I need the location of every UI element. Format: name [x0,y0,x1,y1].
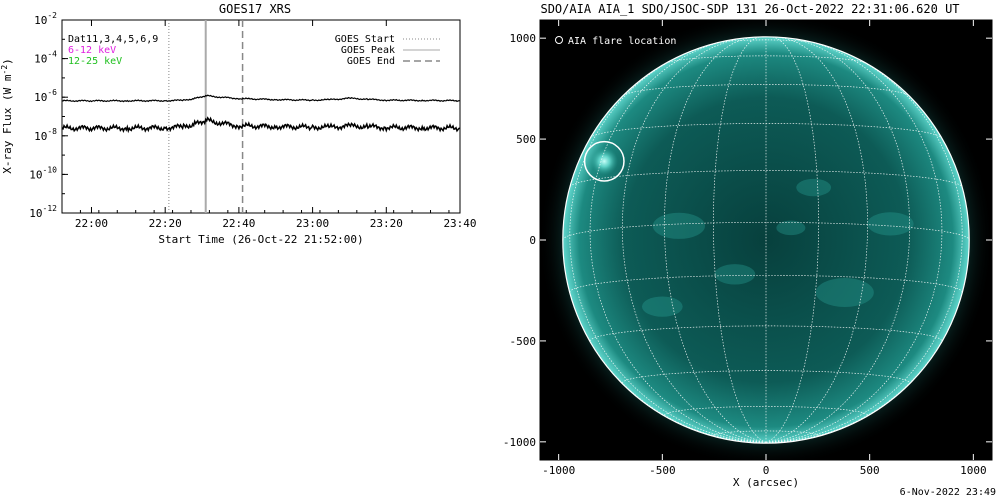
aia-y-tick-label: -500 [510,335,537,348]
aia-map: SDO/AIA AIA_1 SDO/JSOC-SDP 131 26-Oct-20… [503,2,993,489]
xrs-y-tick-label: 10-2 [34,11,57,27]
aia-x-tick-label: 0 [763,464,770,477]
xrs-legend-label: GOES Start [335,34,395,45]
xrs-legend-label: GOES Peak [341,45,395,56]
xrs-x-tick-label: 22:20 [149,217,182,230]
active-region-glow [776,220,806,236]
xrs-y-tick-label: 10-8 [34,127,57,143]
aia-y-tick-label: 1000 [510,32,537,45]
xrs-y-axis-label: X-ray Flux (W m-2) [0,58,14,174]
xrs-y-tick-label: 10-4 [34,50,57,66]
xrs-series-line [61,116,461,134]
xrs-title: GOES17 XRS [219,2,291,16]
aia-x-tick-label: -1000 [542,464,575,477]
flare-location-legend-icon [555,36,563,44]
footer-date: 6-Nov-2022 23:49 [899,487,996,498]
aia-image-panel: SDO/AIA AIA_1 SDO/JSOC-SDP 131 26-Oct-20… [500,0,1000,500]
xrs-x-tick-label: 23:40 [443,217,476,230]
active-region-glow [796,178,832,197]
aia-title: SDO/AIA AIA_1 SDO/JSOC-SDP 131 26-Oct-20… [540,2,959,16]
aia-x-tick-label: 1000 [960,464,987,477]
active-region-glow [867,212,914,236]
longitude-line [765,49,963,443]
xrs-plot-frame [61,19,461,214]
aia-y-tick-label: 500 [516,133,536,146]
xrs-legend-item: Dat11,3,4,5,6,9 [68,34,158,45]
latitude-line [622,83,910,96]
latitude-line [562,221,970,241]
active-region-glow [642,296,683,317]
xrs-y-tick-label: 10-6 [34,88,57,104]
goes-xrs-panel: GOES17 XRS 22:00 22:20 22:40 23:00 23:20 23:4… [0,0,500,500]
aia-y-tick-label: -1000 [503,436,536,449]
xrs-legend-item: 6-12 keV [68,45,116,56]
aia-y-tick-label: 0 [529,234,536,247]
xrs-series-line [61,94,460,103]
active-region-glow [815,277,874,307]
longitude-line [765,39,943,443]
longitude-line [569,49,767,443]
active-region-glow [714,264,756,285]
xrs-x-tick-label: 22:00 [75,217,108,230]
active-region-glow [652,212,706,239]
flare-location-marker [583,140,625,182]
longitude-line [765,37,911,443]
xrs-x-tick-label: 23:20 [370,217,403,230]
xrs-chart: GOES17 XRS 22:00 22:20 22:40 23:00 23:20 23:4… [0,2,477,246]
xrs-y-tick-label: 10-12 [29,204,57,220]
aia-legend: AIA flare location [555,36,676,47]
aia-x-tick-label: -500 [649,464,676,477]
latitude-line [665,55,867,64]
xrs-x-tick-label: 22:40 [222,217,255,230]
xrs-legend-item: 12-25 keV [68,56,122,67]
longitude-line [621,37,767,443]
aia-x-tick-label: 500 [860,464,880,477]
longitude-line [664,36,767,443]
xrs-x-tick-label: 23:00 [296,217,329,230]
xrs-x-axis-label: Start Time (26-Oct-22 21:52:00) [158,233,363,246]
longitude-line [713,36,767,443]
longitude-line [589,39,767,443]
longitude-line [765,36,819,443]
longitude-line [765,36,868,443]
flare-brightening [590,147,619,176]
solar-limb [562,36,970,444]
aia-x-axis-label: X (arcsec) [733,476,799,489]
xrs-legend-label: GOES End [347,56,395,67]
latitude-line [569,170,963,187]
xrs-y-tick-label: 10-10 [29,165,57,181]
aia-legend-label: AIA flare location [568,36,676,47]
